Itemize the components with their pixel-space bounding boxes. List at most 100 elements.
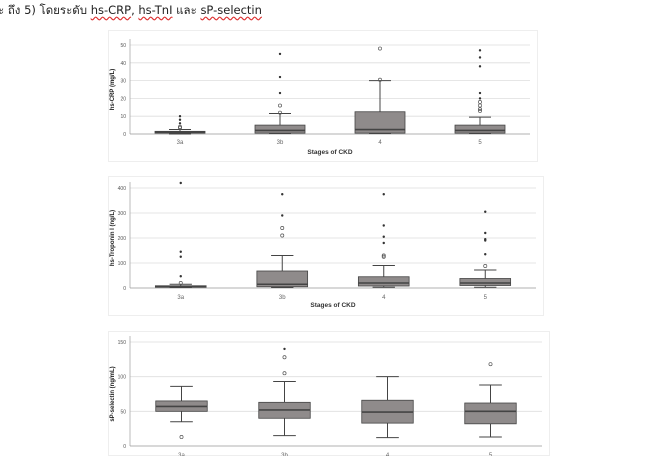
outlier-extreme [478,97,482,100]
outlier-extreme [382,235,385,238]
outlier-extreme [179,255,182,258]
outlier [179,435,184,439]
box-group-3a [155,385,208,439]
outlier-extreme [278,52,282,56]
y-tick-label: 50 [120,409,126,415]
outlier [282,355,287,360]
outlier [488,362,493,367]
x-tick-label-5: 5 [478,140,482,146]
caption-text: ะ ถึง 5) โดยระดับ hs-CRP, hs-TnI และ sP-… [0,2,262,20]
outlier-extreme [478,49,482,52]
box-group-5 [454,49,506,134]
box [357,276,410,287]
y-tick-label: 100 [118,375,127,381]
outlier [378,46,382,51]
y-tick-label: 300 [118,211,127,217]
y-tick-label: 30 [120,79,126,85]
y-tick-label: 0 [123,444,126,450]
chart-frame [108,176,544,316]
outlier [282,371,287,376]
x-tick-label-3a: 3a [177,295,184,301]
box [459,278,512,286]
term-sp-selectin: sP-selectin [200,3,262,17]
outlier [478,108,482,113]
outlier-extreme [179,250,182,253]
outlier-extreme [478,56,482,59]
outlier [278,110,282,115]
outlier [178,281,183,285]
outlier [478,100,482,104]
outlier-extreme [484,253,487,256]
x-tick-label-3b: 3b [279,295,286,301]
x-tick-label-4: 4 [382,295,386,301]
box [354,111,406,134]
term-hs-tni: hs-TnI [138,3,173,17]
box-group-5 [464,362,517,438]
y-tick-label: 50 [120,43,126,49]
outlier [378,77,382,82]
x-tick-label-5: 5 [484,295,488,301]
hs-crp-boxplot: 0 10 20 30 40 50 hs-CRP (mg/L) 3a 3b 4 5 Stages of … [108,30,538,162]
box-group-3b [256,193,309,288]
box-group-3a [154,181,207,288]
outlier [178,124,182,129]
outlier-extreme [278,75,282,79]
caption-prefix: ะ ถึง 5) โดยระดับ [0,3,91,17]
box-group-3a [154,115,206,135]
box-group-4 [361,376,414,439]
x-axis-label: Stages of CKD [307,149,352,156]
outlier-extreme [382,224,385,227]
box-group-4 [354,46,406,134]
term-hs-crp: hs-CRP [90,3,132,17]
x-tick-label-3b: 3b [277,140,284,146]
y-tick-label: 40 [120,61,126,67]
outlier-extreme [484,231,487,235]
outlier [280,226,285,230]
outlier-extreme [484,238,487,241]
chart-frame [108,331,550,456]
outlier-extreme [478,91,482,95]
y-tick-label: 0 [123,286,126,292]
outlier [278,103,282,108]
box [254,124,306,134]
chart-frame [108,30,538,162]
outlier-extreme [178,118,182,121]
outlier-extreme [382,241,385,245]
y-axis-label: hs-CRP (mg/L) [110,69,116,111]
x-tick-label-4: 4 [378,140,382,146]
y-tick-label: 100 [118,261,127,267]
box [454,124,506,134]
outlier [381,254,386,259]
outlier-extreme [179,181,182,185]
y-tick-label: 0 [123,132,126,138]
outlier-extreme [281,214,284,217]
y-tick-label: 20 [120,96,126,102]
y-axis-label: hs-Troponin I (ng/L) [110,210,116,266]
y-tick-label: 150 [118,340,127,346]
y-tick-label: 400 [118,186,127,192]
outlier [483,264,488,268]
outlier-extreme [281,193,284,196]
outlier-extreme [178,122,182,125]
box-group-4 [357,193,410,288]
outlier [381,253,386,258]
y-tick-label: 200 [118,236,127,242]
caption-separator: , [131,3,139,17]
outlier-extreme [484,210,487,213]
outlier [478,103,482,108]
outlier [280,233,285,238]
box [256,270,309,288]
outlier-extreme [178,115,182,118]
y-axis-label: sP-selectin (ng/mL) [110,366,116,421]
x-axis-label: Stages of CKD [310,302,355,309]
x-tick-label-3a: 3a [177,140,184,146]
outlier [478,107,482,112]
outlier-extreme [179,275,182,278]
outlier-extreme [283,347,286,351]
y-tick-label: 10 [120,114,126,120]
outlier-extreme [478,65,482,68]
outlier-extreme [278,91,282,95]
box [464,402,517,425]
box-group-3b [258,347,311,437]
